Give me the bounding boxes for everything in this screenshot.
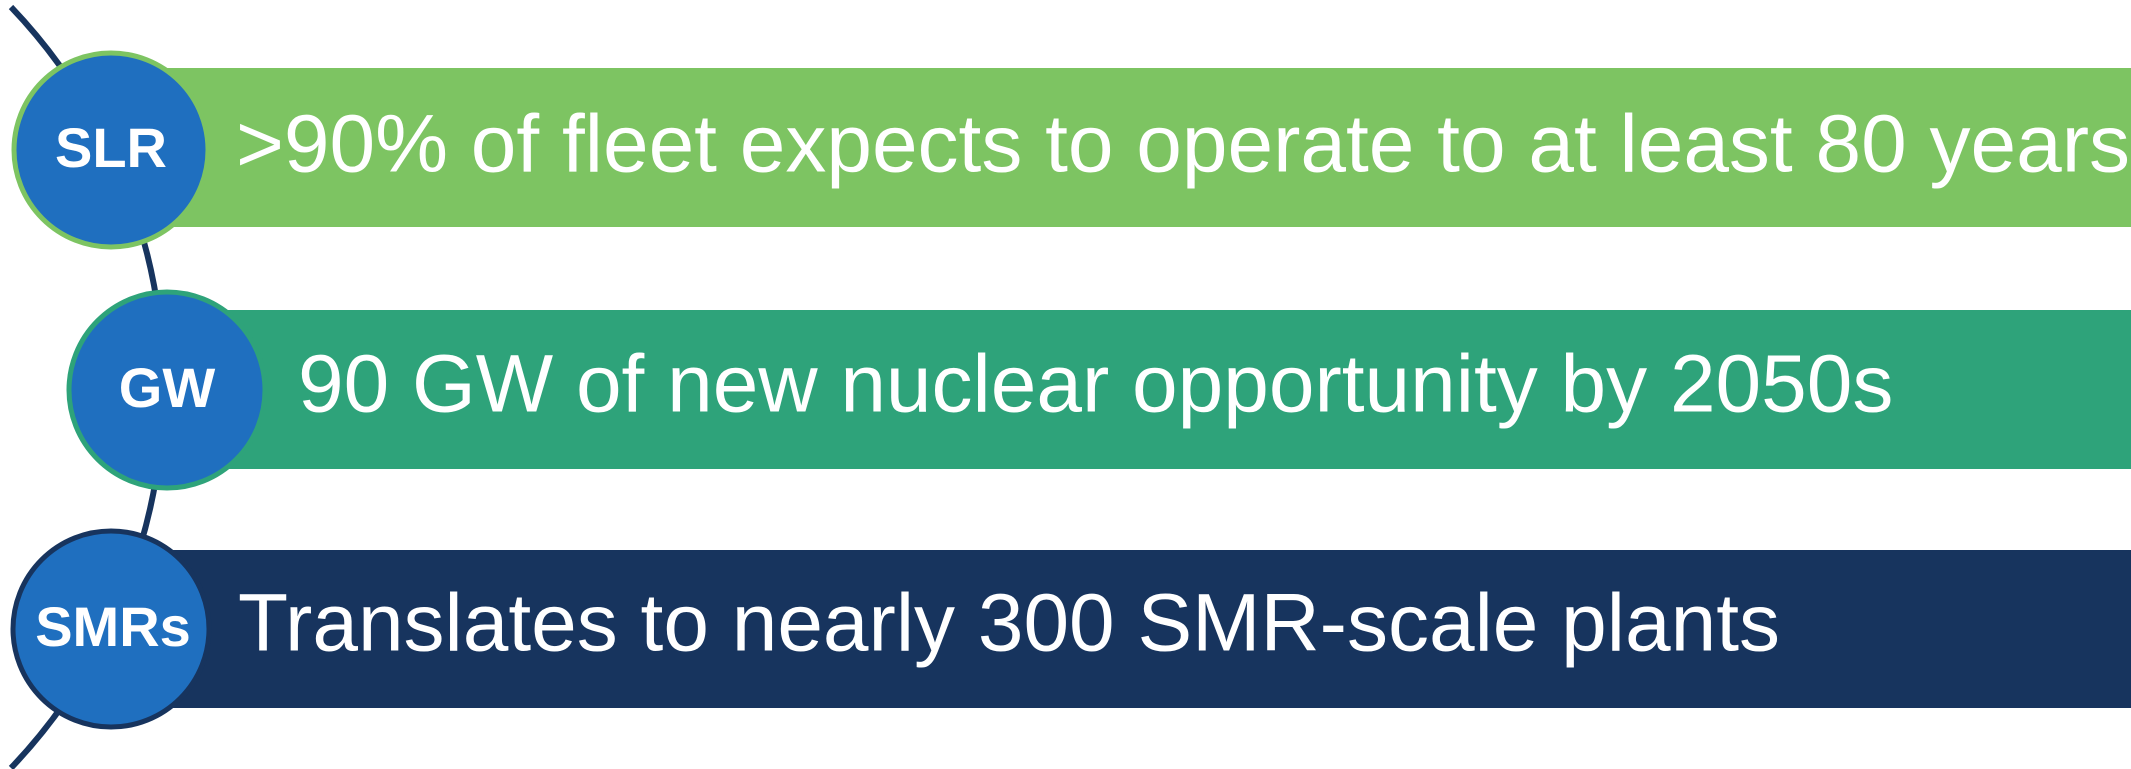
badge-label: SMRs [35,595,191,658]
bar [156,68,2131,227]
badge-label: SLR [55,116,167,179]
badge-label: GW [119,356,216,419]
badge [10,528,212,730]
item-text: 90 GW of new nuclear opportunity by 2050… [298,339,1893,430]
bar [156,550,2131,708]
item-text: >90% of fleet expects to operate to at l… [236,99,2130,190]
item-text: Translates to nearly 300 SMR-scale plant… [238,578,1780,669]
bar [217,310,2131,469]
badge [11,50,211,250]
badge [66,289,268,491]
